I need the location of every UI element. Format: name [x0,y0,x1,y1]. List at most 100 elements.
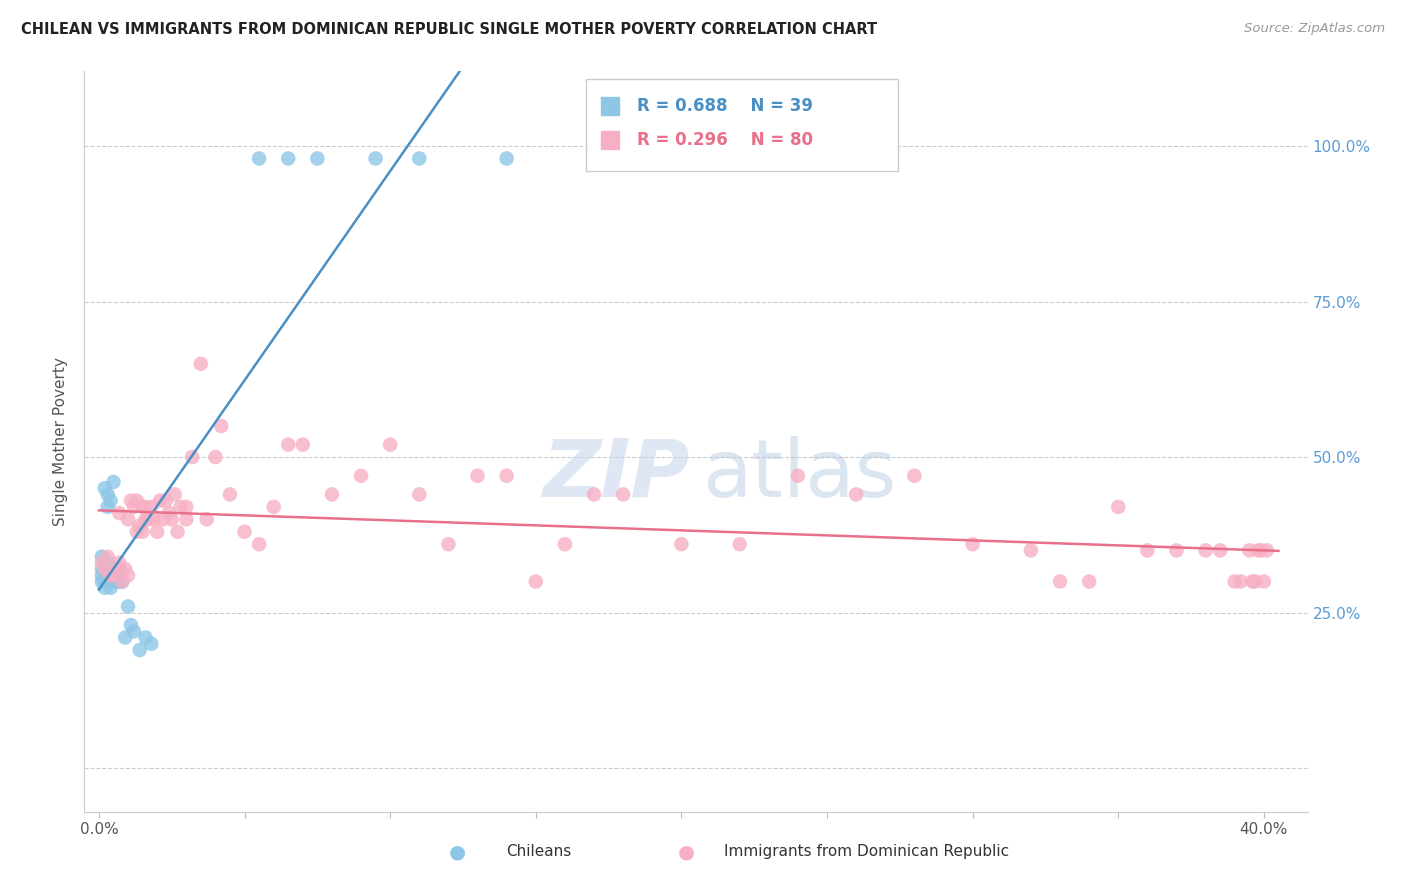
Point [108,506,131,520]
Point [1250,543,1272,558]
Text: ●: ● [449,842,465,862]
Point [90,549,112,564]
Point [1166,543,1188,558]
Y-axis label: Single Mother Poverty: Single Mother Poverty [53,357,69,526]
Point [380,437,402,451]
Point [181,450,204,464]
Point [149,493,172,508]
Text: R = 0.296    N = 80: R = 0.296 N = 80 [637,131,813,149]
Point [108,574,131,589]
Point [307,152,329,166]
Point [1107,500,1129,514]
Point [111,574,134,589]
Point [143,512,166,526]
Point [1229,574,1251,589]
Point [105,562,128,576]
Point [962,537,984,551]
Point [141,500,163,514]
Point [1136,543,1159,558]
Point [174,500,197,514]
Point [1049,574,1071,589]
Point [1223,574,1246,589]
Point [117,599,139,614]
Point [97,500,120,514]
Point [114,631,136,645]
Point [671,537,693,551]
Point [120,493,142,508]
Point [1247,543,1270,558]
Point [291,437,314,451]
Point [93,562,115,576]
Point [122,624,145,639]
Point [105,574,128,589]
Point [350,468,373,483]
Point [321,487,343,501]
Text: Source: ZipAtlas.com: Source: ZipAtlas.com [1244,22,1385,36]
Point [160,512,183,526]
Point [128,518,150,533]
Point [93,481,115,495]
Text: atlas: atlas [702,436,897,514]
Point [131,500,153,514]
Point [135,631,157,645]
Point [437,537,460,551]
Text: ●: ● [678,842,695,862]
Point [93,562,115,576]
Point [141,637,163,651]
Point [408,152,430,166]
Point [103,475,125,489]
FancyBboxPatch shape [586,78,898,171]
Point [204,450,226,464]
Point [97,549,120,564]
Point [263,500,285,514]
Point [97,556,120,570]
Point [612,487,634,501]
Point [103,562,125,576]
Point [103,574,125,589]
Point [903,468,925,483]
Point [787,468,810,483]
Point [122,500,145,514]
Point [1253,574,1275,589]
Point [100,568,122,582]
Point [408,487,430,501]
Point [1078,574,1101,589]
Point [97,568,120,582]
Point [1209,543,1232,558]
Point [111,574,134,589]
Text: Chileans: Chileans [506,845,571,859]
Point [845,487,868,501]
Point [90,562,112,576]
Point [163,487,186,501]
Point [100,581,122,595]
Point [97,574,120,589]
Point [219,487,242,501]
Point [195,512,218,526]
Text: Immigrants from Dominican Republic: Immigrants from Dominican Republic [724,845,1010,859]
Point [135,500,157,514]
Point [117,568,139,582]
Point [1244,574,1267,589]
Point [1239,543,1261,558]
Point [1019,543,1042,558]
Point [277,437,299,451]
Point [90,568,112,582]
Point [117,512,139,526]
Point [103,568,125,582]
Point [135,512,157,526]
Point [166,524,188,539]
Point [146,524,169,539]
Text: CHILEAN VS IMMIGRANTS FROM DOMINICAN REPUBLIC SINGLE MOTHER POVERTY CORRELATION : CHILEAN VS IMMIGRANTS FROM DOMINICAN REP… [21,22,877,37]
Point [100,568,122,582]
Point [728,537,751,551]
Point [103,568,125,582]
Text: R = 0.688    N = 39: R = 0.688 N = 39 [637,97,813,115]
Point [128,643,150,657]
Point [97,487,120,501]
Point [93,574,115,589]
Point [90,556,112,570]
Point [524,574,547,589]
Point [125,493,148,508]
Point [554,537,576,551]
Point [1256,543,1278,558]
